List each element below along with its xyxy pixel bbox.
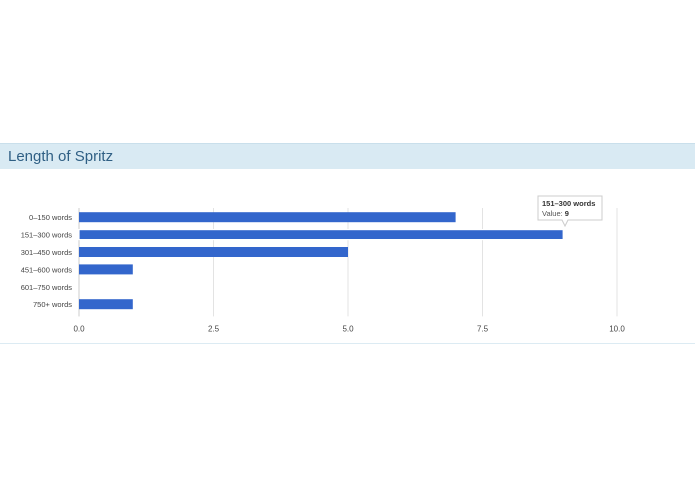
- y-tick-label: 451–600 words: [21, 265, 73, 274]
- x-tick-label: 10.0: [609, 324, 625, 333]
- tooltip-box: [537, 195, 603, 228]
- bar[interactable]: [79, 247, 348, 257]
- y-tick-label: 750+ words: [33, 300, 72, 309]
- bar[interactable]: [79, 264, 133, 275]
- y-tick-label: 301–450 words: [21, 248, 73, 257]
- page-title: Length of Spritz: [8, 148, 114, 165]
- x-tick-label: 7.5: [477, 324, 489, 333]
- panel-header: Length of Spritz: [0, 143, 695, 169]
- tooltip-value-label: Value: 9: [542, 209, 569, 218]
- x-tick-label: 5.0: [342, 324, 354, 333]
- bar[interactable]: [79, 229, 564, 240]
- y-tick-label: 0–150 words: [29, 213, 72, 222]
- tooltip-category: 151–300 words: [542, 199, 595, 208]
- tooltip-value: 9: [565, 209, 569, 218]
- x-tick-label: 0.0: [73, 324, 85, 333]
- bar[interactable]: [79, 212, 456, 223]
- bar-highlight: [78, 228, 564, 241]
- bar[interactable]: [79, 299, 133, 310]
- y-tick-label: 601–750 words: [21, 283, 73, 292]
- bottom-divider: [0, 343, 695, 344]
- x-tick-label: 2.5: [208, 324, 220, 333]
- y-tick-label: 151–300 words: [21, 231, 73, 240]
- bar-chart: 0.0 2.5 5.0 7.5 10.0 0–150 words 151–300 words…: [21, 195, 625, 333]
- chart-area: 0.0 2.5 5.0 7.5 10.0 0–150 words 151–300 words…: [0, 170, 695, 342]
